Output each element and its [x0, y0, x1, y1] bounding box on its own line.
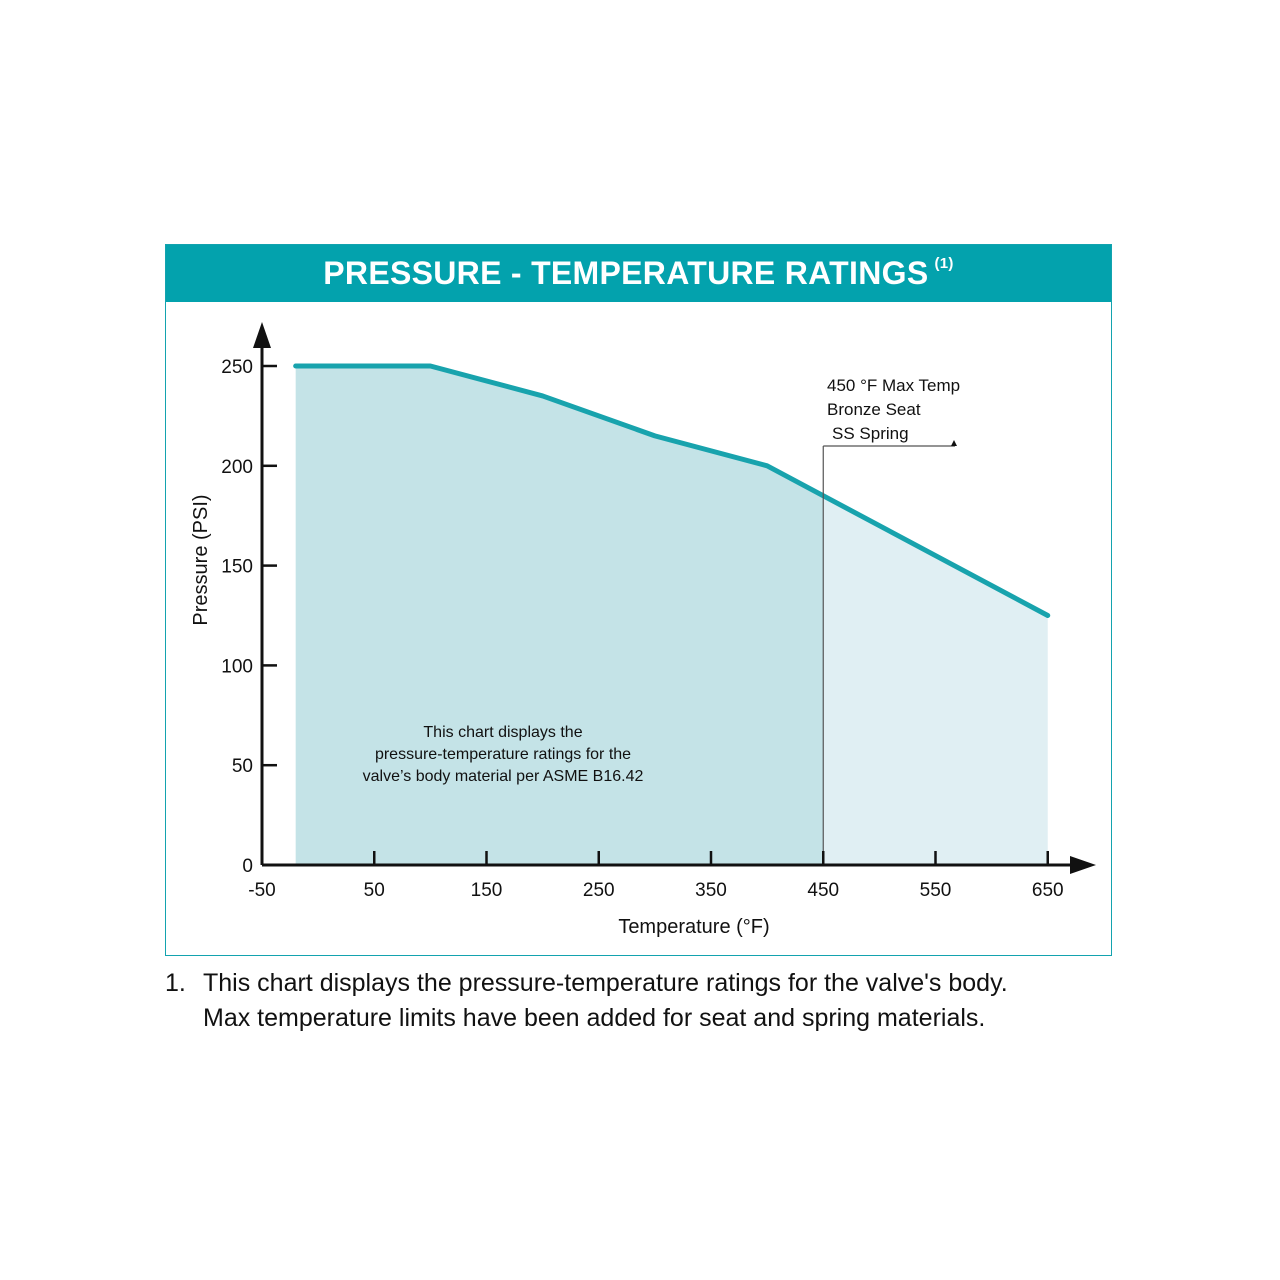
y-axis-arrow — [253, 322, 271, 348]
chart-header: PRESSURE - TEMPERATURE RATINGS (1) — [166, 245, 1111, 302]
x-tick-label: -50 — [248, 880, 275, 901]
x-tick-label: 150 — [471, 880, 503, 901]
y-tick-label: 150 — [221, 557, 253, 578]
y-tick-label: 50 — [232, 756, 253, 777]
x-tick-label: 550 — [920, 880, 952, 901]
y-tick-label: 0 — [242, 856, 253, 877]
x-tick-label: 650 — [1032, 880, 1064, 901]
chart-title: PRESSURE - TEMPERATURE RATINGS (1) — [323, 255, 953, 292]
y-axis-label: Pressure (PSI) — [190, 494, 212, 625]
footnote-text: This chart displays the pressure-tempera… — [203, 966, 1103, 1036]
x-tick-label: 350 — [695, 880, 727, 901]
area-fill-beyond — [823, 495, 1048, 865]
x-tick-label: 50 — [364, 880, 385, 901]
footnote-number: 1. — [165, 969, 186, 997]
max-temp-leader-arrow — [951, 440, 957, 446]
chart-annotation-line: valve’s body material per ASME B16.42 — [363, 768, 644, 785]
x-axis-arrow — [1070, 856, 1096, 874]
x-axis-label: Temperature (°F) — [618, 916, 769, 938]
x-tick-label: 450 — [807, 880, 839, 901]
max-temp-label: 450 °F Max Temp — [827, 376, 960, 395]
y-tick-label: 200 — [221, 457, 253, 478]
chart-annotation-line: pressure-temperature ratings for the — [375, 746, 631, 763]
x-tick-label: 250 — [583, 880, 615, 901]
max-temp-label: Bronze Seat — [827, 400, 921, 419]
area-fill-rated — [295, 366, 824, 865]
max-temp-label: SS Spring — [832, 424, 909, 443]
chart-title-text: PRESSURE - TEMPERATURE RATINGS — [323, 255, 929, 291]
footnote-marker: (1) — [934, 255, 954, 273]
footnote-line-2: Max temperature limits have been added f… — [203, 1004, 986, 1032]
series-line — [293, 363, 1051, 618]
chart-annotation-line: This chart displays the — [423, 724, 582, 741]
footnote-line-1: This chart displays the pressure-tempera… — [203, 969, 1008, 997]
y-tick-label: 250 — [221, 357, 253, 378]
y-tick-label: 100 — [221, 656, 253, 677]
